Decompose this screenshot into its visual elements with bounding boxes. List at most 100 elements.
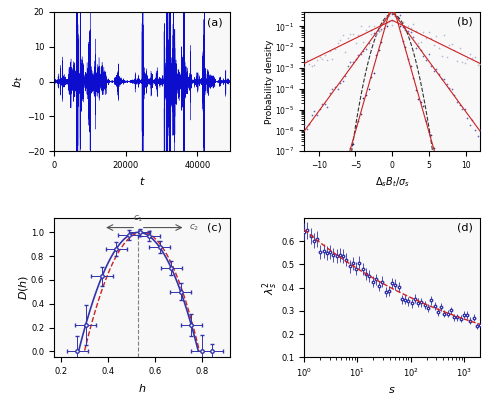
Point: [419, 52, 427, 59]
Point: [342, 162, 349, 169]
Point: [331, 84, 339, 91]
Point: [334, 40, 342, 46]
Point: [303, 56, 311, 63]
Point: [367, 74, 375, 81]
Point: [336, 80, 344, 86]
Point: [389, 11, 396, 17]
Point: [415, 96, 422, 102]
Point: [372, 31, 380, 37]
Point: [419, 29, 427, 35]
Point: [303, 126, 311, 132]
Point: [466, 121, 474, 128]
Point: [362, 46, 370, 53]
Point: [300, 64, 308, 71]
Point: [476, 127, 484, 133]
Point: [401, 27, 409, 33]
Point: [370, 23, 378, 29]
Point: [456, 101, 464, 108]
Point: [331, 46, 339, 52]
Point: [468, 55, 476, 61]
Point: [409, 34, 417, 40]
Point: [313, 112, 321, 118]
Point: [313, 57, 321, 63]
Point: [385, 18, 393, 24]
Point: [443, 54, 451, 61]
Point: [354, 51, 362, 58]
Point: [466, 51, 474, 57]
Point: [464, 115, 471, 121]
Point: [453, 58, 461, 64]
Point: [316, 54, 323, 61]
Point: [349, 58, 357, 65]
Point: [450, 47, 458, 53]
Point: [357, 22, 365, 29]
Point: [461, 60, 468, 66]
Point: [430, 42, 438, 48]
Y-axis label: $D(h)$: $D(h)$: [17, 275, 29, 301]
Point: [432, 66, 440, 72]
Point: [383, 20, 391, 27]
Point: [432, 33, 440, 39]
Point: [316, 106, 323, 112]
Point: [365, 86, 372, 93]
Y-axis label: Probability density: Probability density: [265, 39, 273, 124]
Point: [342, 48, 349, 55]
Point: [458, 59, 466, 66]
Point: [380, 25, 388, 31]
Point: [425, 50, 433, 57]
Point: [415, 40, 422, 46]
Point: [383, 14, 391, 20]
Point: [394, 17, 402, 23]
Point: [468, 117, 476, 123]
Point: [471, 54, 479, 60]
Point: [399, 38, 407, 44]
Point: [435, 163, 443, 170]
Point: [415, 43, 422, 49]
Point: [394, 15, 402, 21]
Point: [375, 28, 383, 34]
Point: [321, 101, 329, 107]
Point: [383, 23, 391, 29]
Point: [427, 63, 435, 69]
Point: [407, 25, 415, 31]
Point: [326, 90, 334, 96]
Point: [305, 61, 313, 67]
Point: [360, 47, 368, 54]
Point: [339, 32, 346, 39]
Point: [435, 44, 443, 51]
Point: [388, 6, 395, 13]
Text: (c): (c): [207, 222, 222, 232]
Text: (d): (d): [457, 222, 473, 232]
Point: [432, 154, 440, 161]
Text: $c_2$: $c_2$: [189, 222, 199, 233]
Point: [346, 58, 354, 65]
Point: [453, 99, 461, 105]
Point: [427, 131, 435, 138]
Point: [380, 20, 388, 26]
Point: [346, 31, 354, 37]
Point: [318, 56, 326, 62]
Point: [342, 73, 349, 79]
Point: [344, 35, 352, 41]
Point: [407, 29, 415, 35]
Point: [407, 62, 415, 69]
Point: [438, 52, 445, 59]
Point: [372, 52, 380, 58]
X-axis label: $s$: $s$: [389, 385, 396, 395]
Point: [367, 27, 375, 34]
Y-axis label: $\lambda_s^2$: $\lambda_s^2$: [260, 281, 280, 295]
Point: [409, 75, 417, 81]
Point: [349, 141, 357, 147]
Point: [427, 35, 435, 41]
Point: [391, 13, 399, 19]
Point: [396, 12, 404, 18]
Point: [375, 47, 383, 53]
Point: [377, 26, 385, 32]
Point: [380, 17, 388, 24]
Point: [399, 19, 407, 25]
Point: [357, 110, 365, 117]
Point: [474, 133, 482, 139]
Point: [401, 26, 409, 33]
Point: [323, 104, 331, 110]
Point: [339, 78, 346, 84]
